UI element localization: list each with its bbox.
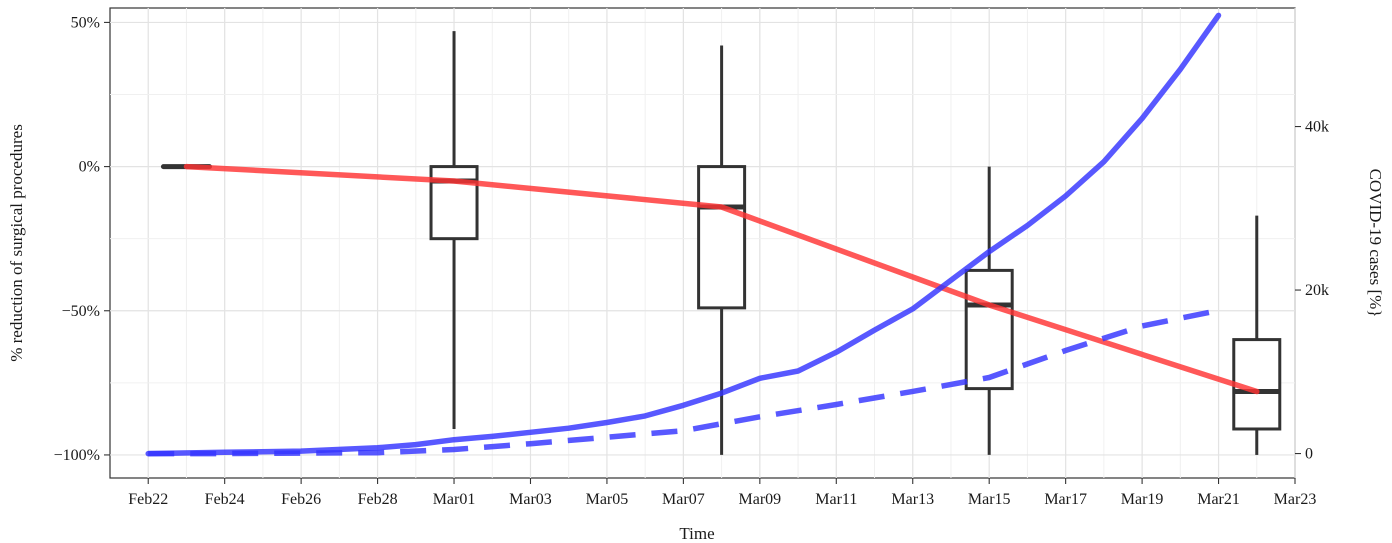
x-axis-title: Time (679, 524, 714, 543)
y-tick-label-left: 50% (71, 14, 100, 31)
y-tick-label-right: 40k (1305, 119, 1329, 136)
x-tick-label: Feb22 (128, 491, 168, 508)
x-tick-label: Mar23 (1274, 491, 1317, 508)
x-tick-label: Mar13 (891, 491, 934, 508)
y-tick-label-right: 0 (1305, 446, 1313, 463)
x-tick-label: Mar15 (968, 491, 1011, 508)
y-tick-label-left: −100% (54, 447, 100, 464)
series-lines (145, 12, 1260, 457)
x-tick-label: Mar09 (739, 491, 782, 508)
axes: Feb22 Feb24 Feb26 Feb28 Mar01 Mar03 Mar05 Mar07… (54, 14, 1329, 508)
x-tick-label: Feb24 (205, 491, 245, 508)
series-line-1 (183, 163, 1260, 395)
y-tick-label-left: 0% (79, 159, 100, 176)
y-axis-title-left: % reduction of surgical procedures (7, 124, 26, 362)
x-tick-label: Feb28 (358, 491, 398, 508)
x-tick-label: Mar01 (433, 491, 476, 508)
y-tick-label-left: −50% (62, 303, 100, 320)
y-tick-label-right: 20k (1305, 282, 1329, 299)
x-tick-label: Mar11 (815, 491, 857, 508)
series-line-2 (145, 12, 1222, 457)
x-tick-label: Feb26 (281, 491, 321, 508)
box-iqr (697, 165, 747, 310)
x-tick-label: Mar17 (1044, 491, 1087, 508)
x-tick-label: Mar05 (586, 491, 629, 508)
x-tick-label: Mar19 (1121, 491, 1164, 508)
x-tick-label: Mar03 (509, 491, 552, 508)
y-axis-title-right: COVID-19 cases [%} (1366, 169, 1385, 318)
series-line-3 (148, 307, 1220, 457)
x-tick-label: Mar07 (662, 491, 705, 508)
x-tick-label: Mar21 (1197, 491, 1240, 508)
box-iqr (964, 268, 1014, 391)
boxplots (160, 31, 1282, 455)
